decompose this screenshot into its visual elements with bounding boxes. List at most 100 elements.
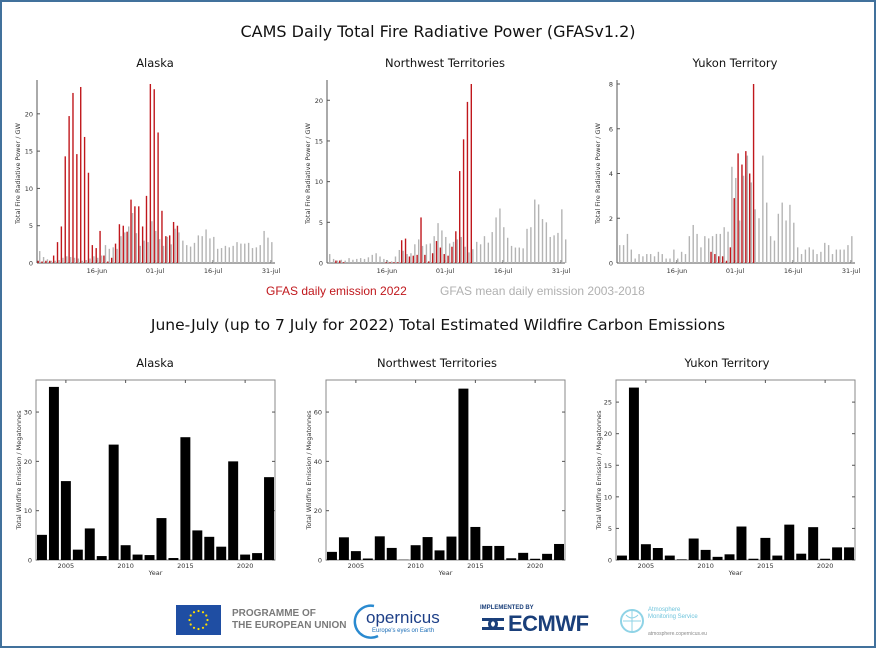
mean-bar [46, 259, 49, 263]
current-2022-bar [393, 262, 395, 263]
mean-bar [232, 245, 234, 263]
mean-bar [619, 245, 621, 263]
mean-bar [259, 245, 261, 263]
current-2022-bar [459, 171, 461, 263]
current-2022-bar [145, 195, 148, 263]
mean-bar [182, 240, 184, 263]
year-bar [832, 547, 843, 560]
current-2022-bar [435, 241, 438, 263]
current-2022-bar [130, 199, 132, 263]
current-2022-bar [733, 198, 735, 263]
year-bar [422, 537, 433, 560]
mean-bar [796, 247, 799, 263]
current-2022-bar [52, 255, 55, 263]
mean-bar [414, 244, 416, 263]
x-axis-label: Year [148, 569, 163, 577]
year-bar [652, 548, 663, 560]
mean-bar [719, 233, 721, 263]
year-bar [240, 554, 251, 560]
mean-bar [622, 245, 625, 263]
mean-bar [483, 236, 486, 263]
current-2022-bar [729, 247, 732, 263]
legend-current-2022: GFAS daily emission 2022 [266, 284, 407, 298]
current-2022-bar [455, 231, 457, 263]
mean-bar [220, 248, 223, 263]
mean-bar [688, 236, 691, 263]
mean-bar [406, 254, 408, 263]
x-tick-label: 16-jul [204, 267, 223, 275]
panel-title-alaska-frp: Alaska [136, 56, 174, 70]
year-bar [72, 549, 83, 560]
mean-bar [143, 240, 145, 263]
year-bar [748, 558, 759, 560]
mean-bar [73, 257, 76, 263]
emissions-chart-alaska: 0 10 20 30 2005 2010 2015 2020 Year Total Wildfir… [15, 379, 276, 577]
current-2022-bar [95, 248, 97, 263]
mean-bar [100, 255, 103, 263]
current-2022-bar [714, 254, 716, 263]
current-2022-bar [737, 153, 739, 263]
mean-bar [112, 247, 114, 263]
current-2022-bar [749, 173, 751, 263]
y-axis-label: Total Wildfire Emission / Megatonnes [15, 410, 23, 531]
current-2022-bar [110, 257, 113, 263]
mean-bar [228, 247, 230, 263]
y-axis-label: Total Wildfire Emission / Megatonnes [305, 410, 313, 531]
mean-bar [657, 251, 660, 263]
mean-bar [820, 251, 822, 263]
eu-star [192, 611, 196, 614]
mean-bar [506, 237, 509, 263]
mean-bar [267, 237, 269, 263]
emissions-chart-nwt: 0 20 40 60 2005 2010 2015 2020 Year Total Wildfir… [305, 379, 566, 577]
current-2022-bar [37, 260, 39, 263]
mean-bar [224, 245, 227, 263]
current-2022-bar [56, 242, 59, 263]
mean-bar [158, 239, 161, 263]
mean-bar [69, 257, 72, 263]
eu-star [197, 609, 200, 613]
current-2022-bar [339, 260, 341, 263]
current-2022-bar [153, 89, 155, 264]
mean-bar [201, 236, 203, 263]
current-2022-bar [138, 206, 140, 263]
cams-name: Atmosphere Monitoring Service [648, 607, 698, 621]
current-2022-bar [451, 246, 453, 263]
mean-bar [793, 222, 795, 263]
mean-bar [348, 258, 350, 263]
year-bar [48, 386, 59, 560]
mean-bar [789, 204, 791, 263]
year-bar [736, 526, 747, 560]
mean-bar [824, 242, 826, 263]
mean-bar [425, 244, 428, 263]
mean-bar [379, 256, 381, 263]
year-bar [264, 477, 274, 560]
mean-bar [139, 245, 141, 263]
x-tick-label: 16-jun [667, 267, 688, 275]
mean-bar [54, 260, 56, 263]
mean-bar [247, 242, 250, 263]
mean-bar [441, 230, 443, 263]
mean-bar [754, 209, 756, 263]
mean-bar [363, 258, 366, 263]
year-bar [120, 545, 131, 560]
mean-bar [727, 231, 729, 263]
frp-chart-yukon: 0 2 4 6 8 16-jun 01-jul 16-jul 31-jul Total Fire … [594, 80, 860, 275]
mean-bar [151, 221, 153, 263]
mean-bar [762, 155, 764, 263]
current-2022-bar [470, 84, 473, 263]
mean-bar [332, 258, 335, 263]
eu-programme-text: PROGRAMME OF THE EUROPEAN UNION [232, 608, 346, 632]
x-tick-label: 2020 [237, 562, 254, 570]
mean-bar [402, 250, 404, 263]
mean-bar [371, 254, 373, 263]
mean-bar [410, 253, 412, 263]
year-bar [216, 546, 227, 560]
year-bar [820, 558, 831, 560]
mean-bar [417, 239, 420, 263]
mean-bar [197, 235, 200, 263]
mean-bar [236, 242, 238, 263]
mean-bar [777, 213, 780, 263]
year-bar [446, 536, 457, 560]
mean-bar [329, 254, 331, 263]
mean-bar [178, 232, 180, 263]
